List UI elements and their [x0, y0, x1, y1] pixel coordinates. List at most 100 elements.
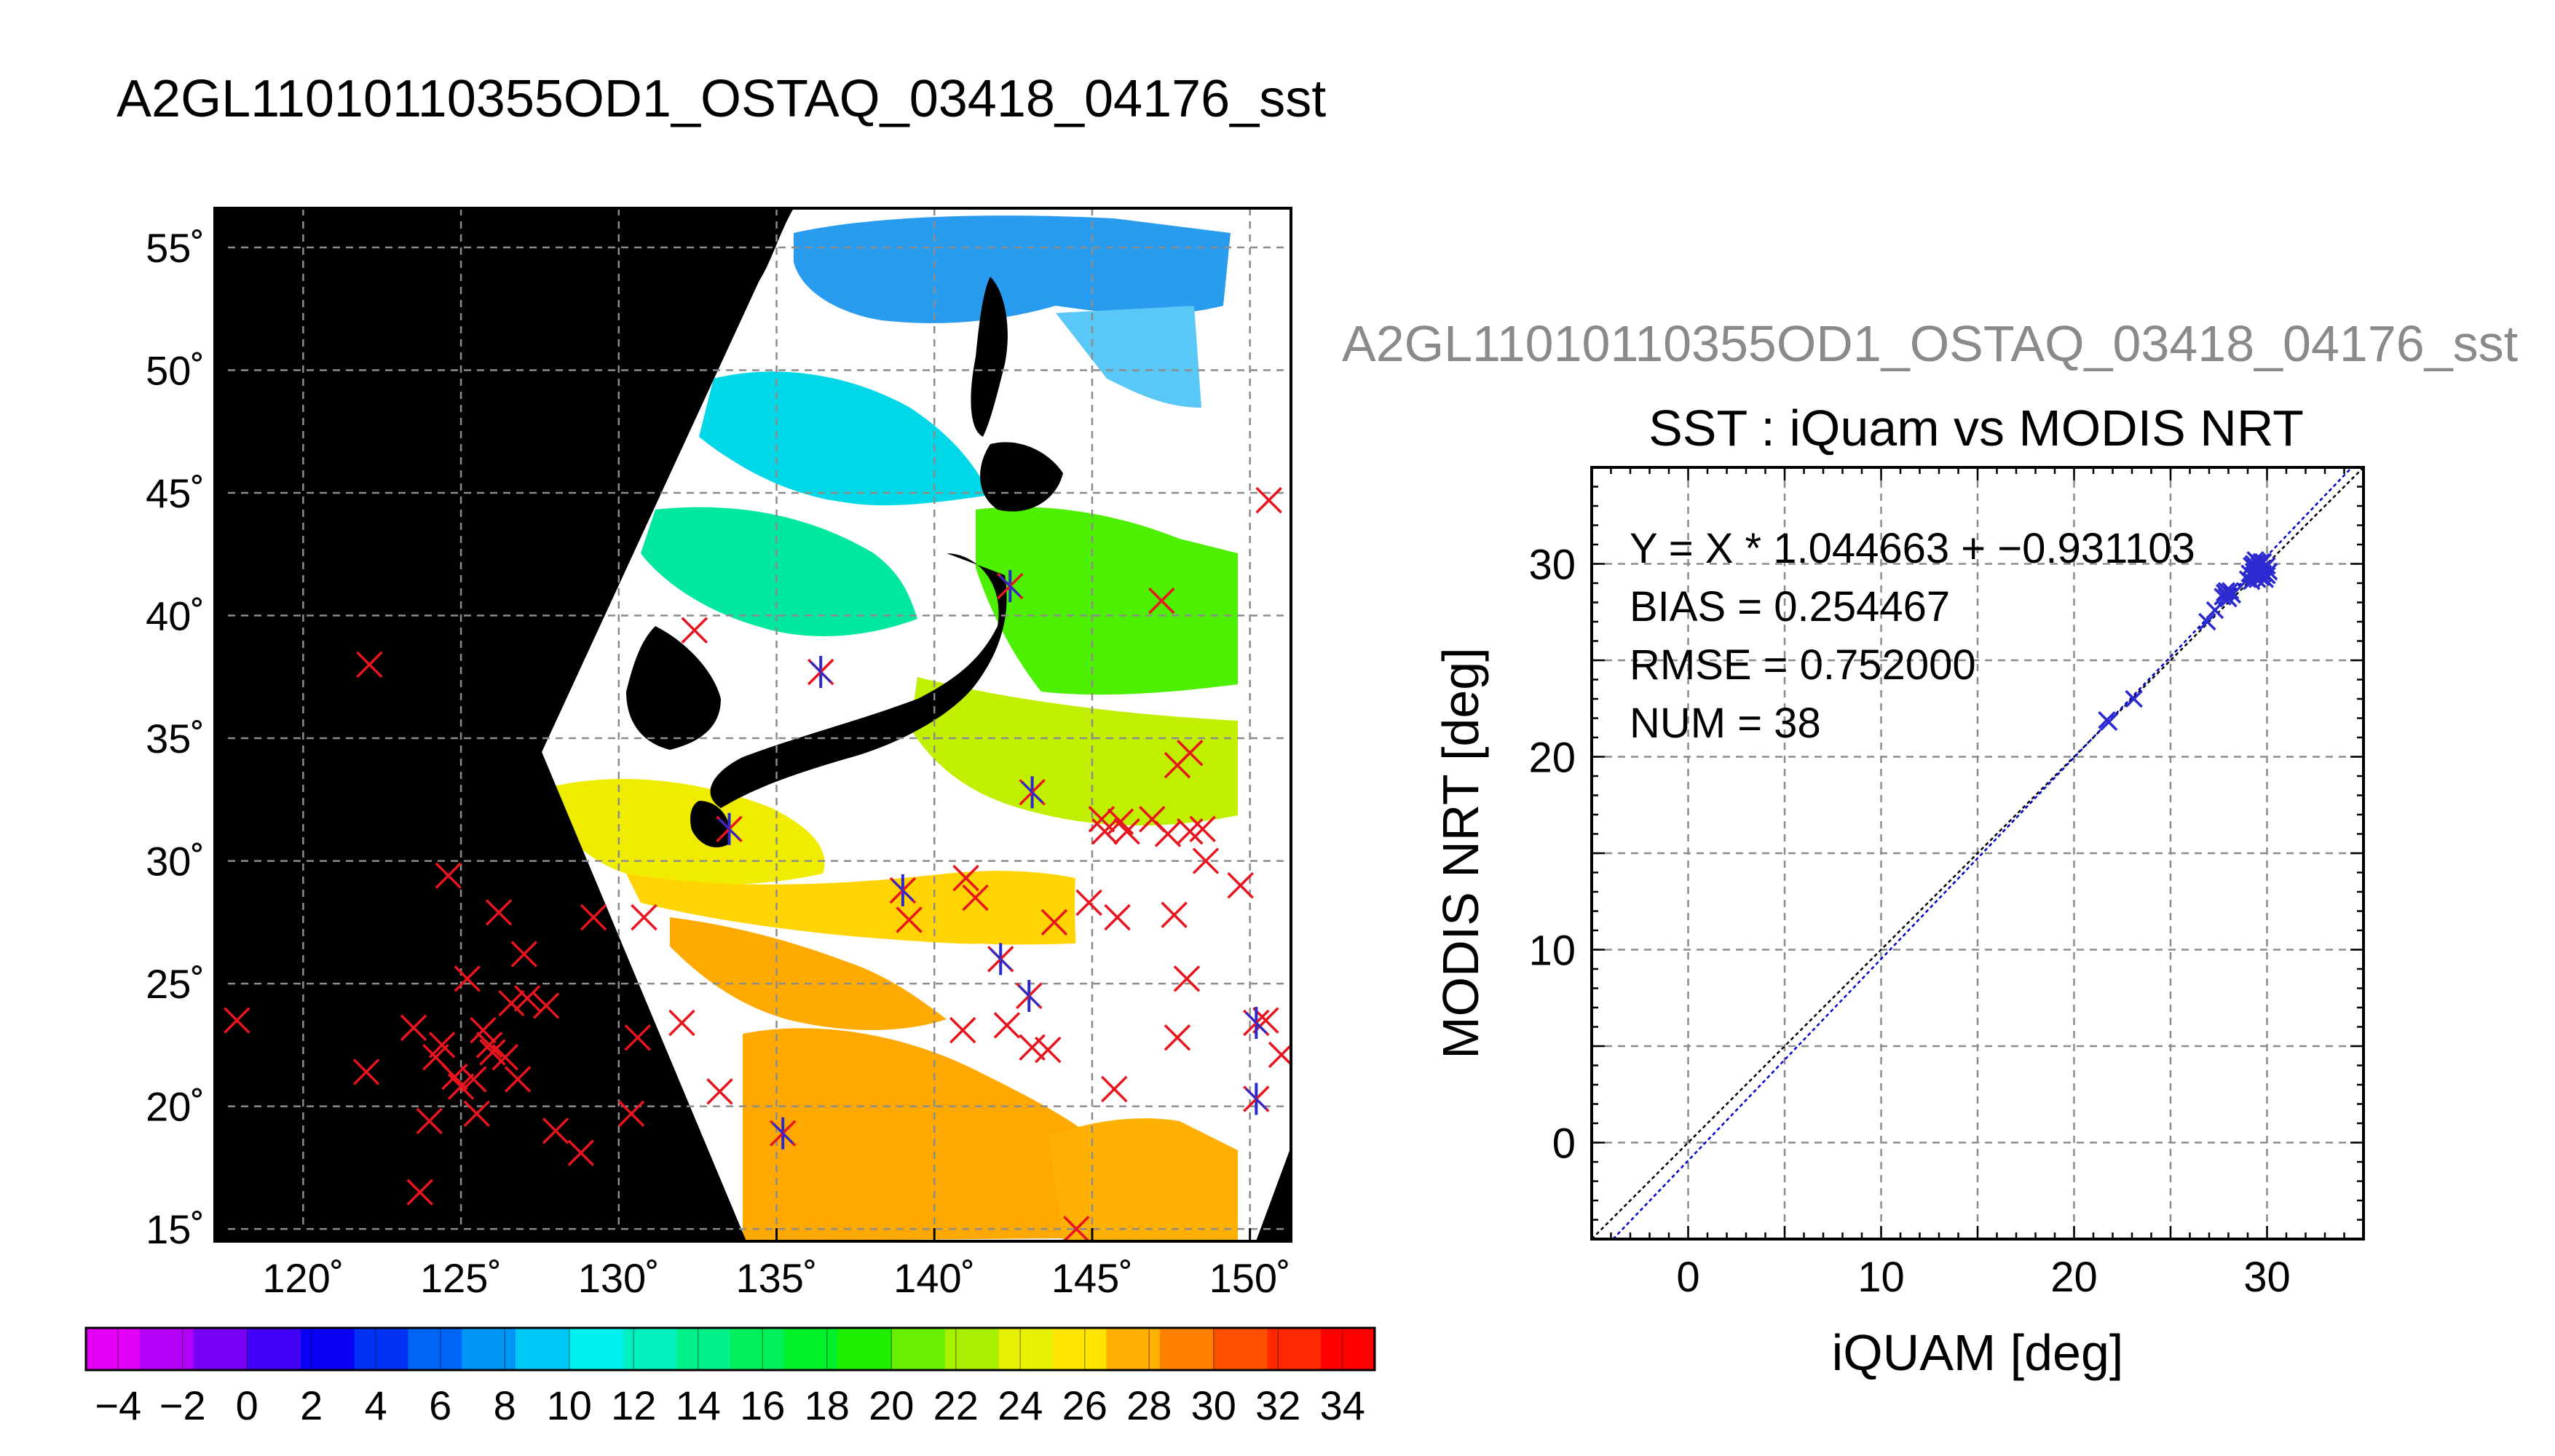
red-marker: [580, 903, 607, 931]
red-marker: [400, 1014, 427, 1041]
colorbar-cell: [676, 1328, 731, 1370]
colorbar-cell: [569, 1328, 624, 1370]
colorbar-cell: [1052, 1328, 1107, 1370]
red-marker: [962, 884, 989, 911]
colorbar-cell: [837, 1328, 893, 1370]
red-marker: [1019, 1034, 1046, 1061]
red-marker: [1040, 909, 1068, 936]
colorbar-tick-label: 4: [365, 1382, 387, 1428]
matched-marker: [810, 660, 832, 684]
map-lon-tick-label: 145˚: [1051, 1255, 1133, 1301]
map-lat-tick-label: 50˚: [146, 347, 205, 393]
colorbar-cell: [354, 1328, 409, 1370]
land-sakhalin: [971, 277, 1008, 437]
colorbar-tick-label: 28: [1126, 1382, 1172, 1428]
red-marker: [1192, 847, 1220, 874]
sst-pacific-mid: [910, 677, 1238, 826]
scatter-panel: 0 10 20 30 0 10 20 30 Y = X * 1.044663 + −0.931…: [1528, 466, 2365, 1301]
colorbar-tick-label: 12: [611, 1382, 656, 1428]
red-marker: [1091, 818, 1118, 845]
matched-marker: [999, 575, 1022, 598]
scatter-xlabel: iQUAM [deg]: [1832, 1324, 2124, 1381]
red-marker: [624, 1024, 652, 1051]
scatter-grid: [1592, 467, 2364, 1239]
red-marker: [352, 1059, 380, 1085]
red-marker: [631, 903, 657, 931]
colorbar-cell: [1267, 1328, 1322, 1370]
red-marker: [949, 1016, 976, 1044]
red-marker: [1035, 1036, 1062, 1064]
red-marker: [542, 1117, 569, 1144]
scatter-point: [2223, 585, 2242, 604]
matched-marker: [891, 879, 914, 902]
red-marker: [1075, 889, 1102, 917]
map-lat-tick-label: 15˚: [146, 1206, 205, 1252]
map-frame: [213, 207, 1292, 1243]
map-lat-tick-label: 55˚: [146, 225, 205, 271]
red-marker: [1227, 872, 1254, 899]
scatter-annotation: NUM = 38: [1630, 700, 1821, 747]
colorbar-tick-label: 16: [740, 1382, 785, 1428]
colorbar-tick-label: 32: [1255, 1382, 1300, 1428]
colorbar-cell: [516, 1328, 570, 1370]
map-lat-tick-label: 40˚: [146, 593, 205, 639]
sst-south-orange-2: [743, 1028, 1136, 1241]
sst-japan-sea-mid: [641, 507, 917, 636]
scatter-point: [2125, 689, 2143, 708]
colorbar-tick-label: 14: [676, 1382, 721, 1428]
colorbar-tick-label: 18: [805, 1382, 850, 1428]
colorbar-cell: [891, 1328, 946, 1370]
red-marker: [513, 985, 541, 1012]
scatter-ytick-label: 20: [1528, 735, 1576, 782]
scatter-point: [2217, 582, 2236, 600]
red-marker: [224, 1007, 250, 1034]
red-marker: [1177, 740, 1204, 767]
main-title: A2GL11010110355OD1_OSTAQ_03418_04176_sst: [117, 70, 1326, 128]
colorbar-cell: [1321, 1328, 1375, 1370]
swath: [541, 208, 1291, 1241]
colorbar-tick-label: −4: [95, 1382, 141, 1428]
colorbar-tick-label: 22: [933, 1382, 979, 1428]
red-marker: [510, 941, 537, 968]
red-marker: [504, 1066, 532, 1093]
red-marker: [416, 1107, 443, 1135]
sst-south-yellow: [626, 871, 1136, 945]
red-marker: [485, 899, 513, 926]
colorbar-cell: [1106, 1328, 1161, 1370]
land-korea: [626, 626, 721, 750]
sst-okhotsk: [794, 215, 1231, 323]
colorbar-frame: [84, 1326, 1376, 1372]
red-marker: [532, 992, 560, 1019]
colorbar-cell: [247, 1328, 301, 1370]
matched-marker: [772, 1122, 794, 1144]
map-axes: 120˚ 125˚ 130˚ 135˚ 140˚ 145˚ 150˚ 15˚ 20˚ 25˚ 30˚…: [146, 225, 1291, 1301]
map-grid: [215, 208, 1291, 1241]
red-marker: [454, 965, 481, 992]
red-marker: [422, 1043, 449, 1071]
red-marker: [706, 1078, 733, 1105]
colorbar-cell: [139, 1328, 194, 1370]
scatter-annotation: RMSE = 0.752000: [1630, 641, 1976, 689]
colorbar-cell: [193, 1328, 248, 1370]
colorbar-tick-label: 0: [236, 1382, 258, 1428]
colorbar-cell: [1160, 1328, 1215, 1370]
sst-pacific-north: [976, 507, 1238, 695]
fit-line: [1612, 467, 2353, 1240]
red-marker: [1173, 965, 1201, 992]
scatter-axes: 0 10 20 30 0 10 20 30: [1528, 466, 2365, 1301]
scatter-point: [2099, 713, 2118, 732]
map-lon-tick-label: 120˚: [262, 1255, 344, 1301]
matched-marker: [718, 818, 741, 840]
colorbar-tick-label: −2: [159, 1382, 206, 1428]
red-marker: [617, 1100, 645, 1127]
red-marker: [470, 1016, 497, 1044]
red-marker: [1255, 486, 1282, 514]
map-markers: [224, 486, 1291, 1241]
map-lat-tick-label: 20˚: [146, 1084, 205, 1130]
map-lon-tick-label: 150˚: [1209, 1255, 1291, 1301]
red-marker: [1107, 808, 1134, 835]
cloud-band-2: [1075, 843, 1238, 1071]
matched-marker: [990, 948, 1012, 970]
map-lon-tick-label: 135˚: [735, 1255, 817, 1301]
